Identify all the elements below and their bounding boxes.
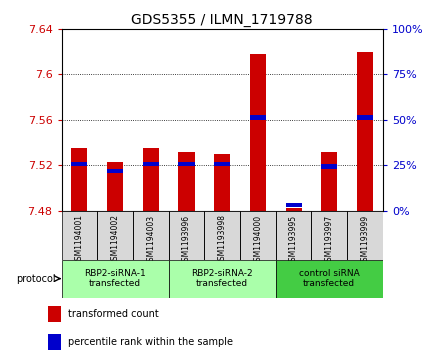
Bar [62, 211, 97, 260]
Bar [347, 211, 383, 260]
Bar [240, 211, 276, 260]
Bar [62, 260, 169, 298]
Bar [169, 211, 204, 260]
Bar [214, 162, 230, 166]
Text: RBP2-siRNA-1
transfected: RBP2-siRNA-1 transfected [84, 269, 146, 288]
Text: RBP2-siRNA-2
transfected: RBP2-siRNA-2 transfected [191, 269, 253, 288]
Bar [214, 154, 230, 211]
Bar [286, 203, 301, 207]
Bar [169, 260, 276, 298]
Title: GDS5355 / ILMN_1719788: GDS5355 / ILMN_1719788 [132, 13, 313, 26]
Text: GSM1193998: GSM1193998 [218, 215, 227, 265]
Bar [276, 211, 312, 260]
Bar [250, 54, 266, 211]
Bar [71, 148, 88, 211]
Bar [133, 211, 169, 260]
Bar [97, 211, 133, 260]
Text: GSM1194003: GSM1194003 [147, 215, 155, 266]
Bar [357, 52, 373, 211]
Text: GSM1193999: GSM1193999 [360, 215, 370, 266]
Bar [321, 164, 337, 168]
Text: GSM1194002: GSM1194002 [110, 215, 120, 265]
Text: GSM1194001: GSM1194001 [75, 215, 84, 265]
Bar [179, 162, 194, 166]
Bar [107, 168, 123, 173]
Bar [179, 151, 194, 211]
Text: control siRNA
transfected: control siRNA transfected [299, 269, 359, 288]
Text: protocol: protocol [17, 274, 56, 284]
Bar [286, 208, 301, 211]
Text: GSM1193995: GSM1193995 [289, 215, 298, 266]
Text: GSM1193996: GSM1193996 [182, 215, 191, 266]
Bar [71, 162, 88, 166]
Text: percentile rank within the sample: percentile rank within the sample [68, 337, 233, 347]
Text: transformed count: transformed count [68, 309, 159, 319]
Bar [312, 211, 347, 260]
Bar [204, 211, 240, 260]
Text: GSM1193997: GSM1193997 [325, 215, 334, 266]
Bar [250, 115, 266, 120]
Bar [107, 162, 123, 211]
Bar [143, 148, 159, 211]
Bar [321, 151, 337, 211]
Bar [143, 162, 159, 166]
Bar [276, 260, 383, 298]
Bar [48, 334, 61, 350]
Text: GSM1194000: GSM1194000 [253, 215, 262, 266]
Bar [48, 306, 61, 322]
Bar [357, 115, 373, 120]
